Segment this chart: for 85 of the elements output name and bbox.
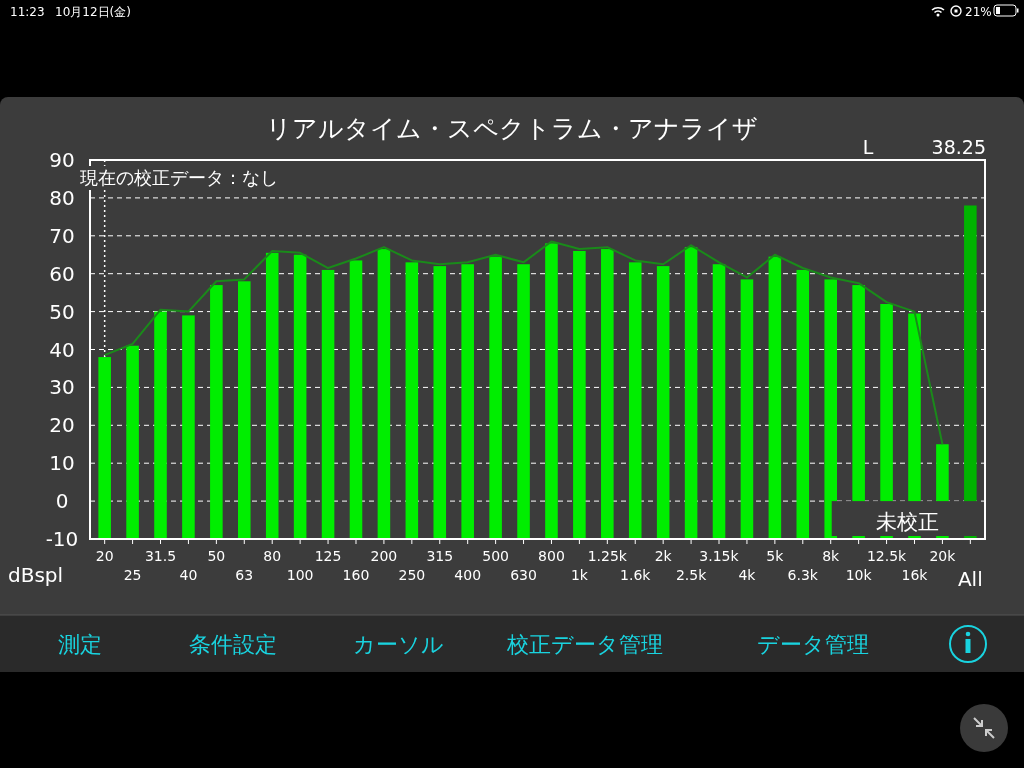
x-tick-label: 125 [314, 548, 342, 564]
bar [238, 281, 251, 539]
x-tick-label: All [957, 567, 983, 591]
x-tick-label: 500 [482, 548, 509, 564]
bar [768, 256, 782, 539]
bar [98, 357, 111, 539]
x-tick-label: 16k [901, 567, 929, 583]
bar [405, 262, 419, 539]
text: 11:23 [10, 5, 45, 19]
annotation: 未校正 [876, 510, 940, 535]
x-tick-label: 12.5k [866, 548, 908, 564]
bar [182, 315, 195, 539]
x-tick-label: 200 [370, 548, 398, 564]
y-tick-label: 20 [49, 413, 75, 438]
bar [377, 249, 391, 539]
y-tick-label: 60 [49, 261, 75, 286]
x-tick-label: 25 [123, 567, 142, 583]
y-tick-label: 70 [49, 223, 75, 248]
x-tick-label: 5k [766, 548, 785, 564]
bar [517, 264, 530, 539]
x-tick-label: 315 [426, 548, 454, 564]
y-axis-title: dBspl [8, 563, 64, 587]
bar [796, 269, 810, 539]
x-tick-label: 8k [822, 548, 841, 564]
y-tick-label: 90 [49, 148, 75, 172]
x-tick-label: 20k [929, 548, 957, 564]
x-tick-label: 2.5k [675, 567, 708, 583]
bar [349, 260, 363, 539]
x-tick-label: 160 [342, 567, 370, 583]
bar [740, 279, 754, 539]
x-tick-label: 1.25k [587, 548, 628, 564]
bar [573, 250, 586, 539]
bar [154, 311, 167, 539]
x-tick-label: 400 [454, 567, 482, 583]
y-tick-label: 80 [49, 185, 75, 210]
bar [601, 249, 614, 539]
chart-title: リアルタイム・スペクトラム・アナライザ [266, 114, 758, 143]
bar [628, 262, 642, 539]
text: 校正データ管理 [506, 632, 663, 657]
x-tick-label: 80 [263, 548, 282, 564]
y-tick-label: 10 [49, 451, 75, 476]
x-tick-label: 2k [654, 548, 673, 564]
bar [433, 266, 447, 539]
bar [824, 279, 837, 539]
bar [265, 252, 279, 539]
y-tick-label: 30 [49, 375, 75, 400]
line-series [103, 240, 944, 446]
y-tick-label: 50 [49, 299, 75, 324]
x-tick-label: 31.5 [144, 548, 177, 564]
text: 38.25 [931, 136, 986, 158]
x-tick-label: 40 [179, 567, 198, 583]
x-tick-label: 4k [738, 567, 757, 583]
x-tick-label: 250 [398, 567, 426, 583]
text: カーソル [352, 632, 444, 657]
bar [656, 266, 670, 539]
bar [545, 243, 558, 539]
bar [461, 264, 474, 539]
x-tick-label: 6.3k [787, 567, 819, 583]
x-tick-label: 50 [207, 548, 226, 564]
text: 21% [965, 5, 992, 19]
x-tick-label: 1k [570, 567, 589, 583]
x-tick-label: 1.6k [620, 567, 652, 583]
bar [489, 256, 502, 539]
annotation: 現在の校正データ：なし [80, 167, 278, 188]
bar [293, 254, 307, 539]
bar [684, 247, 698, 539]
bar [321, 269, 335, 539]
text: L [862, 136, 874, 158]
text: データ管理 [757, 632, 869, 657]
y-tick-label: 0 [55, 489, 69, 514]
text: 10月12日(金) [55, 5, 131, 19]
y-tick-label: -10 [45, 527, 79, 551]
x-tick-label: 63 [235, 567, 254, 583]
text: 測定 [58, 632, 102, 657]
x-tick-label: 3.15k [699, 548, 740, 564]
x-tick-label: 10k [845, 567, 873, 583]
bar [126, 345, 139, 539]
text: 条件設定 [189, 632, 277, 657]
x-tick-label: 800 [538, 548, 565, 564]
x-tick-label: 20 [95, 548, 114, 564]
x-tick-label: 100 [286, 567, 314, 583]
y-tick-label: 40 [49, 337, 75, 362]
x-tick-label: 630 [510, 567, 537, 583]
bar [712, 264, 726, 539]
bar [210, 285, 223, 539]
